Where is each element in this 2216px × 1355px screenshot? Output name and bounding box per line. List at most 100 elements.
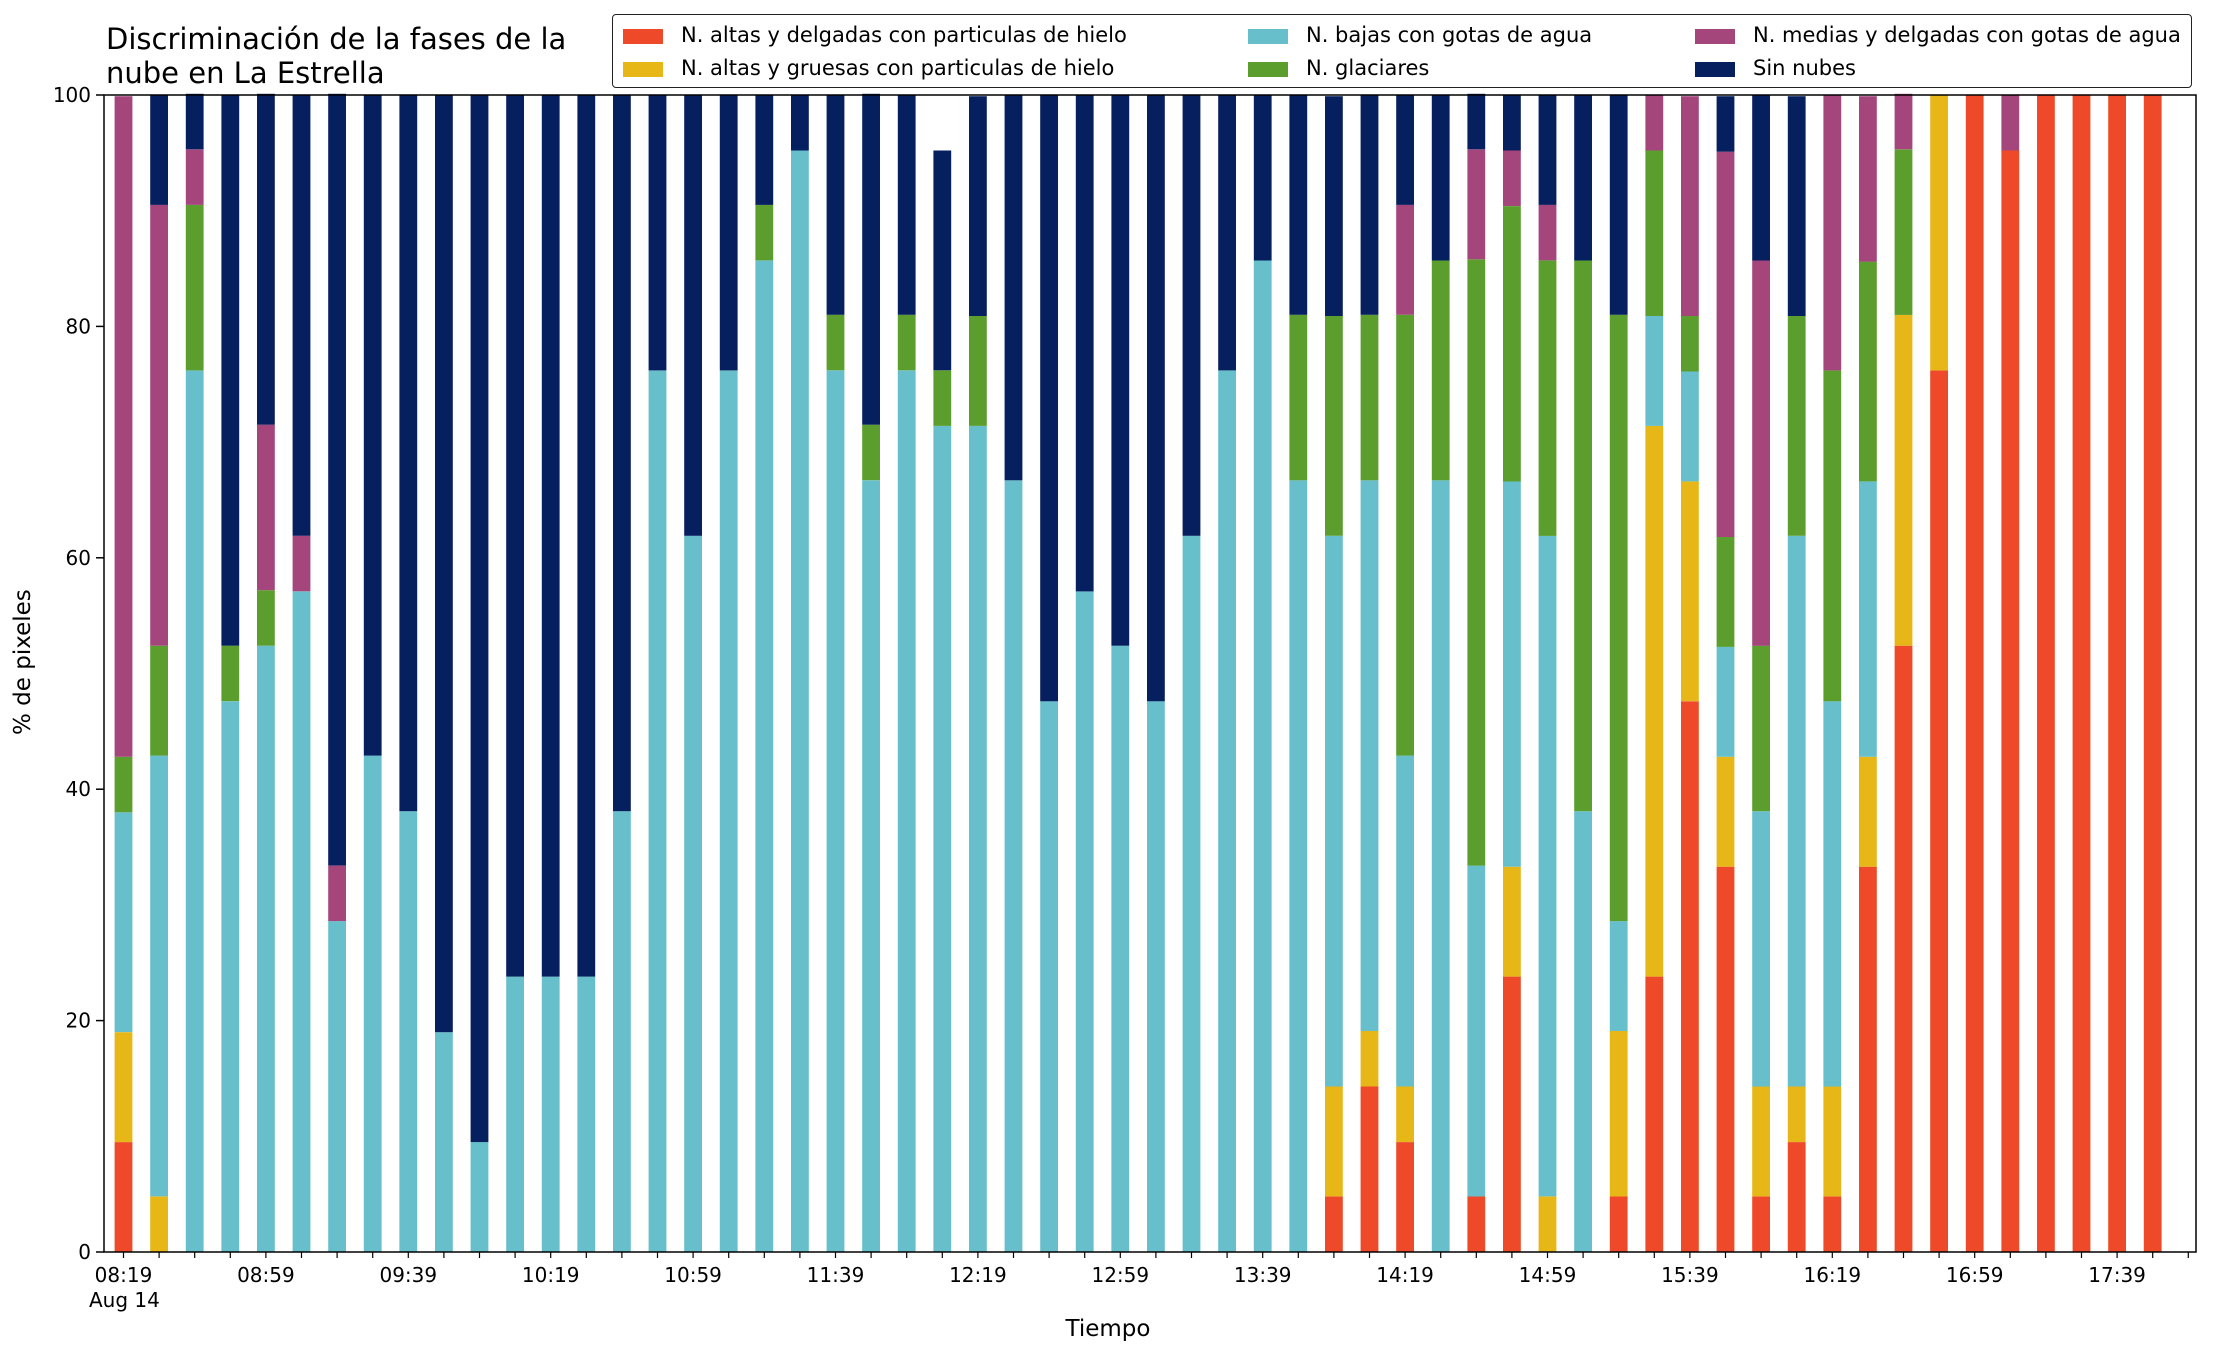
bar-segment [1503, 95, 1521, 151]
bar-segment [897, 314, 916, 371]
legend-item-altas-delgadas: N. altas y delgadas con particulas de hi… [623, 23, 1127, 47]
bar-segment [221, 645, 240, 702]
bar-segment [257, 645, 275, 1252]
bar-segment [435, 1032, 453, 1252]
bar-segment [1716, 866, 1735, 1252]
bar-segment [221, 95, 240, 646]
x-tick-label: 08:19 [95, 1263, 153, 1287]
bar-segment [363, 755, 382, 1252]
bar-segment [1930, 370, 1948, 1252]
bar-segment [1716, 646, 1735, 757]
bar-segment [1289, 95, 1308, 315]
bar-segment [292, 591, 311, 1252]
x-tick-label: 16:19 [1803, 1263, 1861, 1287]
bar-segment [969, 316, 987, 426]
x-tick-label: 14:19 [1376, 1263, 1434, 1287]
bar-segment [719, 370, 738, 1252]
bar-segment [1609, 95, 1628, 315]
bar-segment [1538, 260, 1557, 536]
legend: N. altas y delgadas con particulas de hi… [612, 14, 2192, 88]
bar-segment [2037, 95, 2055, 1252]
bar-segment [150, 755, 168, 1197]
x-tick-label: 09:39 [379, 1263, 437, 1287]
legend-swatch [1248, 61, 1288, 77]
bar-segment [1681, 701, 1699, 1252]
bar-segment [1325, 316, 1343, 536]
bar-segment [1823, 95, 1842, 371]
bar-segment [1111, 645, 1130, 1252]
bar-segment [1040, 95, 1058, 702]
bar-segment [1787, 1142, 1806, 1252]
x-tick-label: 12:19 [949, 1263, 1007, 1287]
bar-segment [933, 425, 952, 1252]
bar-segment [1609, 1031, 1628, 1197]
bar-segment [1396, 1142, 1414, 1252]
bar-segment [2143, 95, 2162, 1252]
bar-segment [1147, 95, 1165, 702]
bar-segment [1609, 1196, 1628, 1252]
bar-segment [1325, 1196, 1343, 1252]
x-axis-label: Tiempo [1065, 1316, 1151, 1342]
bar-segment [328, 865, 346, 922]
bar-segment [1609, 921, 1628, 1031]
bar-segment [1645, 95, 1664, 151]
legend-item-sin-nubes: Sin nubes [1695, 56, 1856, 80]
legend-swatch [1695, 61, 1735, 77]
bar-segment [1645, 976, 1664, 1252]
bar-segment [1360, 1086, 1379, 1252]
bar-segment [1716, 537, 1735, 647]
bar-segment [1147, 701, 1165, 1252]
bar-segment [1823, 701, 1842, 1087]
bar-segment [114, 756, 133, 813]
bar-segment [1859, 866, 1877, 1252]
bar-segment [1431, 95, 1450, 261]
bar-segment [791, 95, 809, 151]
bar-segment [1894, 149, 1913, 315]
bar-segment [185, 204, 204, 371]
bar-segment [328, 93, 346, 866]
bar-segment [1645, 425, 1664, 977]
bar-segment [1538, 95, 1557, 205]
plot-frame [103, 94, 2197, 1253]
bar-segment [1823, 370, 1842, 702]
bar-segment [1325, 535, 1343, 1087]
bar-segment [328, 921, 346, 1252]
bar-segment [1681, 481, 1699, 702]
bar-segment [1716, 756, 1735, 867]
y-tick-label: 40 [66, 777, 91, 801]
bar-segment [1004, 95, 1023, 481]
bar-segment [1431, 480, 1450, 1252]
x-tick-label: 17:39 [2088, 1263, 2146, 1287]
bar-segment [470, 1142, 489, 1252]
y-axis-label: % de pixeles [10, 589, 36, 735]
bar-segment [684, 535, 702, 1252]
x-tick-label: 10:19 [522, 1263, 580, 1287]
bar-segment [1075, 591, 1094, 1252]
bar-segment [826, 370, 845, 1252]
bar-segment [1716, 151, 1735, 537]
bar-segment [506, 95, 524, 977]
x-tick-label: 12:59 [1091, 1263, 1149, 1287]
bar-segment [1787, 96, 1806, 316]
bar-segment [862, 480, 880, 1252]
bar-segment [150, 204, 168, 646]
bar-segment [1111, 95, 1130, 646]
bar-segment [1894, 314, 1913, 646]
bar-segment [1218, 95, 1236, 371]
bar-segment [257, 93, 275, 425]
bar-segment [648, 95, 667, 371]
x-tick-label: 11:39 [807, 1263, 865, 1287]
x-tick-label: 14:59 [1519, 1263, 1577, 1287]
bar-segment [648, 370, 667, 1252]
bar-segment [1467, 259, 1486, 866]
legend-label: N. altas y delgadas con particulas de hi… [681, 23, 1127, 47]
legend-swatch [623, 28, 663, 44]
bar-segment [185, 93, 204, 150]
legend-swatch [623, 61, 663, 77]
legend-label: N. bajas con gotas de agua [1306, 23, 1593, 47]
x-axis: 08:19 08:59 09:39 10:19 10:59 11:39 12:19 12:59… [95, 1252, 2189, 1287]
bar-segment [1787, 1086, 1806, 1142]
bar-segment [1289, 480, 1308, 1252]
bar-segment [150, 95, 168, 205]
bar-segment [2108, 95, 2126, 1252]
